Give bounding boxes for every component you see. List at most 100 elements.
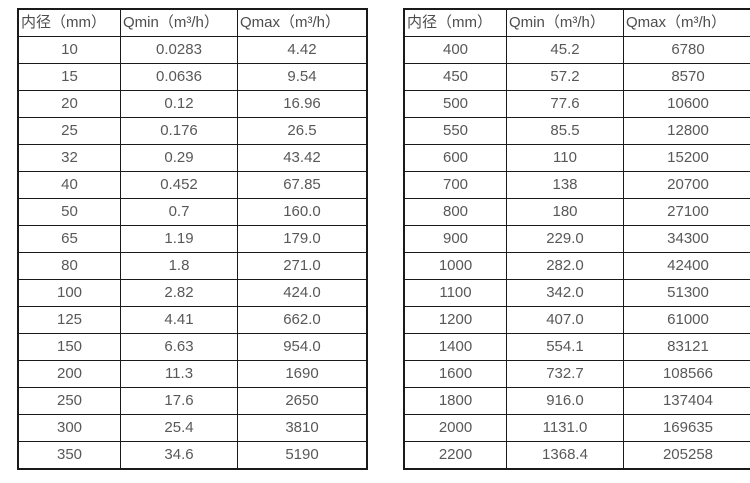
table-row: 700 138 20700 [403,171,750,199]
column-header-qmin: Qmin（m³/h） [120,8,238,37]
cell-qmax: 108566 [623,360,750,388]
cell-diameter: 300 [17,414,121,442]
table-row: 450 57.2 8570 [403,63,750,91]
table-row: 600 110 15200 [403,144,750,172]
cell-qmax: 20700 [623,171,750,199]
cell-qmin: 77.6 [506,90,624,118]
cell-qmax: 10600 [623,90,750,118]
table-row: 200 11.3 1690 [17,360,368,388]
cell-qmax: 12800 [623,117,750,145]
cell-qmax: 160.0 [237,198,368,226]
cell-diameter: 50 [17,198,121,226]
cell-qmax: 662.0 [237,306,368,334]
table-row: 1200 407.0 61000 [403,306,750,334]
cell-diameter: 10 [17,36,121,64]
cell-qmax: 3810 [237,414,368,442]
cell-qmax: 271.0 [237,252,368,280]
cell-qmin: 1368.4 [506,441,624,470]
cell-diameter: 150 [17,333,121,361]
table-row: 65 1.19 179.0 [17,225,368,253]
cell-qmin: 25.4 [120,414,238,442]
cell-qmin: 6.63 [120,333,238,361]
cell-qmin: 282.0 [506,252,624,280]
cell-diameter: 32 [17,144,121,172]
table-row: 15 0.0636 9.54 [17,63,368,91]
cell-diameter: 1800 [403,387,507,415]
table-row: 1000 282.0 42400 [403,252,750,280]
cell-qmax: 205258 [623,441,750,470]
cell-qmax: 2650 [237,387,368,415]
column-header-qmax: Qmax（m³/h） [237,8,368,37]
cell-diameter: 550 [403,117,507,145]
cell-diameter: 25 [17,117,121,145]
table-row: 350 34.6 5190 [17,441,368,470]
cell-qmin: 138 [506,171,624,199]
cell-diameter: 350 [17,441,121,470]
cell-diameter: 65 [17,225,121,253]
column-header-diameter: 内径（mm） [403,8,507,37]
cell-qmax: 4.42 [237,36,368,64]
table-row: 1100 342.0 51300 [403,279,750,307]
table-row: 300 25.4 3810 [17,414,368,442]
cell-diameter: 40 [17,171,121,199]
cell-qmin: 0.29 [120,144,238,172]
cell-diameter: 200 [17,360,121,388]
cell-qmax: 51300 [623,279,750,307]
cell-diameter: 1100 [403,279,507,307]
cell-qmax: 26.5 [237,117,368,145]
cell-diameter: 100 [17,279,121,307]
cell-qmax: 137404 [623,387,750,415]
table-row: 125 4.41 662.0 [17,306,368,334]
cell-qmax: 424.0 [237,279,368,307]
cell-qmax: 6780 [623,36,750,64]
flow-table-left: 内径（mm） Qmin（m³/h） Qmax（m³/h） 10 0.0283 4.42 15… [17,8,368,470]
cell-qmax: 8570 [623,63,750,91]
table-row: 1800 916.0 137404 [403,387,750,415]
table-row: 80 1.8 271.0 [17,252,368,280]
cell-qmax: 954.0 [237,333,368,361]
cell-qmax: 16.96 [237,90,368,118]
column-header-qmin: Qmin（m³/h） [506,8,624,37]
cell-qmin: 554.1 [506,333,624,361]
cell-qmin: 17.6 [120,387,238,415]
cell-qmin: 180 [506,198,624,226]
table-row: 2200 1368.4 205258 [403,441,750,470]
cell-qmax: 5190 [237,441,368,470]
cell-qmin: 110 [506,144,624,172]
header-row: 内径（mm） Qmin（m³/h） Qmax（m³/h） [17,8,368,37]
table-row: 20 0.12 16.96 [17,90,368,118]
table-row: 550 85.5 12800 [403,117,750,145]
cell-qmax: 1690 [237,360,368,388]
table-row: 25 0.176 26.5 [17,117,368,145]
cell-qmin: 342.0 [506,279,624,307]
cell-qmin: 1131.0 [506,414,624,442]
cell-diameter: 500 [403,90,507,118]
column-header-diameter: 内径（mm） [17,8,121,37]
table-row: 100 2.82 424.0 [17,279,368,307]
cell-diameter: 1600 [403,360,507,388]
table-row: 150 6.63 954.0 [17,333,368,361]
cell-diameter: 450 [403,63,507,91]
cell-qmin: 1.8 [120,252,238,280]
cell-qmax: 67.85 [237,171,368,199]
cell-diameter: 250 [17,387,121,415]
cell-diameter: 125 [17,306,121,334]
flow-rate-spec-page: 内径（mm） Qmin（m³/h） Qmax（m³/h） 10 0.0283 4.42 15… [17,8,750,470]
cell-diameter: 900 [403,225,507,253]
cell-diameter: 700 [403,171,507,199]
cell-diameter: 15 [17,63,121,91]
table-row: 1400 554.1 83121 [403,333,750,361]
cell-qmin: 45.2 [506,36,624,64]
table-row: 250 17.6 2650 [17,387,368,415]
cell-diameter: 400 [403,36,507,64]
table-row: 40 0.452 67.85 [17,171,368,199]
cell-qmin: 34.6 [120,441,238,470]
cell-qmin: 1.19 [120,225,238,253]
cell-diameter: 80 [17,252,121,280]
cell-qmin: 4.41 [120,306,238,334]
cell-qmin: 0.7 [120,198,238,226]
cell-qmin: 0.452 [120,171,238,199]
cell-qmin: 916.0 [506,387,624,415]
table-row: 50 0.7 160.0 [17,198,368,226]
cell-diameter: 2000 [403,414,507,442]
